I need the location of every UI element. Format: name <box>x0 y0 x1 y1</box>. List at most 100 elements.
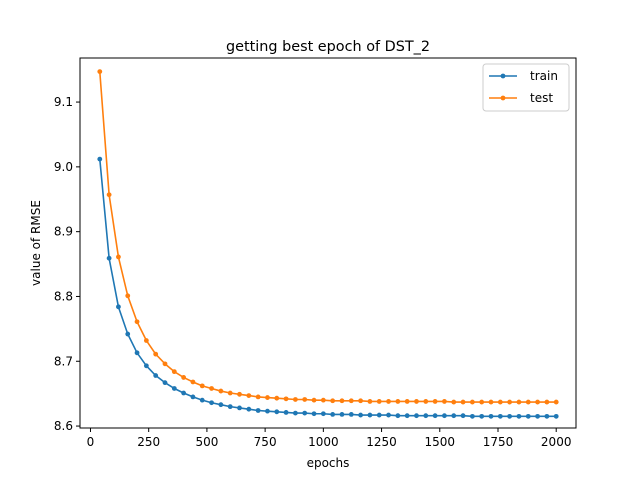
x-tick-label: 0 <box>87 435 95 449</box>
data-point-train <box>507 413 513 419</box>
y-axis-ticks: 8.6 8.7 8.8 8.9 9.0 9.1 <box>54 95 80 433</box>
data-point-test <box>395 399 401 404</box>
data-point-train <box>255 408 261 413</box>
data-point-train <box>246 406 252 412</box>
data-point-test <box>414 399 419 404</box>
x-tick-label: 750 <box>254 435 277 449</box>
y-tick-label: 9.1 <box>54 95 73 109</box>
data-point-train <box>125 331 131 337</box>
data-point-train <box>451 413 457 419</box>
data-point-train <box>237 405 242 411</box>
x-tick-label: 250 <box>137 435 160 449</box>
data-point-test <box>320 397 326 403</box>
data-point-train <box>423 413 429 419</box>
data-point-test <box>293 397 298 402</box>
data-point-train <box>525 413 531 419</box>
data-point-train <box>274 409 280 415</box>
data-point-test <box>367 399 373 404</box>
data-point-test <box>255 394 261 400</box>
data-point-train <box>311 411 317 417</box>
data-point-train <box>181 390 187 396</box>
data-point-test <box>497 399 503 405</box>
data-point-test <box>199 383 205 389</box>
data-point-train <box>442 413 447 419</box>
data-point-test <box>311 397 317 403</box>
y-tick-label: 8.9 <box>54 225 73 239</box>
y-tick-label: 8.8 <box>54 289 73 303</box>
series-layer <box>97 69 559 419</box>
data-point-test <box>265 395 270 400</box>
data-point-test <box>442 399 447 404</box>
data-point-test <box>97 69 103 75</box>
data-point-test <box>451 399 457 405</box>
data-point-train <box>339 411 345 417</box>
y-axis-label: value of RMSE <box>29 200 43 286</box>
data-point-train <box>218 402 224 408</box>
data-point-test <box>432 399 438 404</box>
data-point-train <box>330 411 336 417</box>
data-point-test <box>125 293 131 299</box>
data-point-train <box>376 412 382 418</box>
data-point-test <box>404 399 410 404</box>
data-point-test <box>237 391 242 397</box>
data-point-train <box>190 394 196 400</box>
data-point-test <box>358 398 363 404</box>
x-axis-ticks: 0 250 500 750 1000 1250 1500 1750 2000 <box>87 428 571 449</box>
data-point-train <box>386 412 391 418</box>
data-point-train <box>395 413 401 419</box>
data-point-train <box>432 413 438 419</box>
plot-frame <box>79 57 577 429</box>
data-point-train <box>479 413 485 419</box>
data-point-test <box>302 397 308 402</box>
data-point-test <box>469 399 475 405</box>
data-point-train <box>497 413 503 419</box>
data-point-test <box>460 399 466 405</box>
data-point-test <box>525 399 531 405</box>
data-point-train <box>153 373 159 378</box>
data-point-train <box>320 411 326 417</box>
data-point-train <box>162 380 168 386</box>
data-point-train <box>404 413 410 419</box>
data-point-test <box>106 192 112 198</box>
y-tick-label: 9.0 <box>54 160 73 174</box>
data-point-test <box>339 398 345 404</box>
data-point-test <box>116 254 121 260</box>
x-tick-label: 1250 <box>366 435 397 449</box>
data-point-train <box>535 413 540 419</box>
legend-marker-train <box>500 73 506 79</box>
data-point-train <box>116 304 121 310</box>
data-point-train <box>227 404 233 410</box>
data-point-train <box>302 410 308 416</box>
data-point-train <box>358 412 363 418</box>
data-point-test <box>153 351 159 357</box>
data-point-train <box>553 413 559 419</box>
data-point-test <box>488 399 494 405</box>
data-point-test <box>274 395 280 401</box>
data-point-test <box>479 399 485 405</box>
legend: train test <box>482 63 570 112</box>
data-point-test <box>246 393 252 398</box>
data-point-train <box>544 413 550 419</box>
data-point-test <box>227 390 233 396</box>
data-point-train <box>469 413 475 419</box>
data-point-test <box>330 398 336 404</box>
data-point-test <box>181 375 187 380</box>
legend-marker-test <box>500 95 506 101</box>
data-point-test <box>190 379 196 385</box>
data-point-train <box>143 363 149 369</box>
y-tick-label: 8.7 <box>54 354 73 368</box>
data-point-train <box>265 408 270 414</box>
plot-area <box>80 58 576 428</box>
legend-label-test: test <box>530 91 553 105</box>
data-point-test <box>162 361 168 367</box>
data-point-test <box>423 399 429 404</box>
data-point-train <box>209 400 214 406</box>
data-point-train <box>414 413 419 419</box>
data-point-test <box>171 369 177 375</box>
x-tick-label: 1750 <box>483 435 514 449</box>
x-tick-label: 1000 <box>308 435 339 449</box>
data-point-train <box>516 413 522 419</box>
data-point-test <box>209 386 214 391</box>
data-point-test <box>283 396 289 402</box>
